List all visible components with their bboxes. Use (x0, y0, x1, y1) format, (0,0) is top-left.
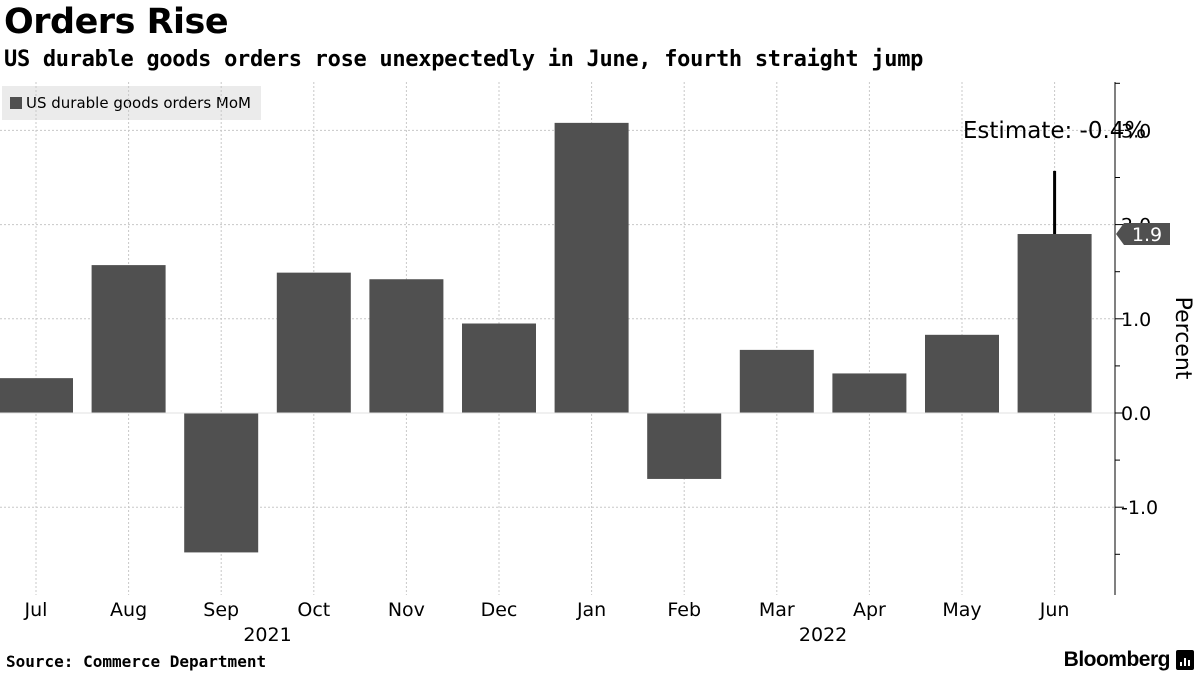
bar-jul (0, 378, 73, 413)
bar-sep (184, 413, 259, 553)
x-year-label: 2022 (799, 624, 847, 646)
last-value-label: 1.9 (1132, 224, 1162, 246)
y-tick-label: 1.0 (1121, 309, 1151, 331)
source-note: Source: Commerce Department (6, 652, 267, 671)
x-year-label: 2021 (243, 624, 291, 646)
x-tick-label: Aug (110, 599, 147, 621)
y-tick-label: 0.0 (1121, 403, 1151, 425)
bar-may (925, 334, 999, 413)
last-value-callout (1116, 223, 1170, 246)
bar-oct (276, 272, 351, 413)
bar-apr (832, 373, 907, 413)
x-tick-label: Apr (853, 599, 886, 621)
bar-aug (91, 265, 166, 413)
x-tick-label: Jun (1039, 599, 1070, 621)
axis-layer: 3.02.01.00.0-1.0PercentJulAugSepOctNovDe… (0, 82, 1195, 646)
legend: US durable goods orders MoM (2, 86, 261, 120)
chart-title: Orders Rise (4, 2, 229, 42)
x-tick-label: Sep (203, 599, 239, 621)
y-axis-title: Percent (1170, 297, 1195, 380)
bloomberg-terminal-icon (1176, 650, 1194, 670)
bar-mar (739, 349, 814, 413)
bar-feb (647, 413, 722, 479)
bars-layer (0, 122, 1092, 553)
y-tick-label: 3.0 (1121, 120, 1151, 142)
bloomberg-logo: Bloomberg (1063, 648, 1171, 671)
x-tick-label: May (942, 599, 981, 621)
chart-subtitle: US durable goods orders rose unexpectedl… (4, 47, 924, 72)
bar-jan (554, 122, 629, 413)
x-tick-label: Feb (667, 599, 701, 621)
x-tick-label: Jul (24, 599, 48, 621)
legend-label: US durable goods orders MoM (26, 94, 251, 112)
bar-jun (1017, 234, 1092, 413)
bar-dec (462, 323, 536, 413)
estimate-label: Estimate: -0.4% (963, 118, 1146, 144)
x-tick-label: Oct (297, 599, 330, 621)
bar-nov (369, 279, 444, 413)
x-tick-label: Dec (481, 599, 518, 621)
x-tick-label: Jan (576, 599, 606, 621)
annotation-layer: Estimate: -0.4% 1.9 (963, 118, 1170, 246)
x-tick-label: Mar (759, 599, 795, 621)
legend-swatch (10, 97, 22, 109)
y-tick-label: -1.0 (1121, 497, 1158, 519)
x-tick-label: Nov (388, 599, 425, 621)
